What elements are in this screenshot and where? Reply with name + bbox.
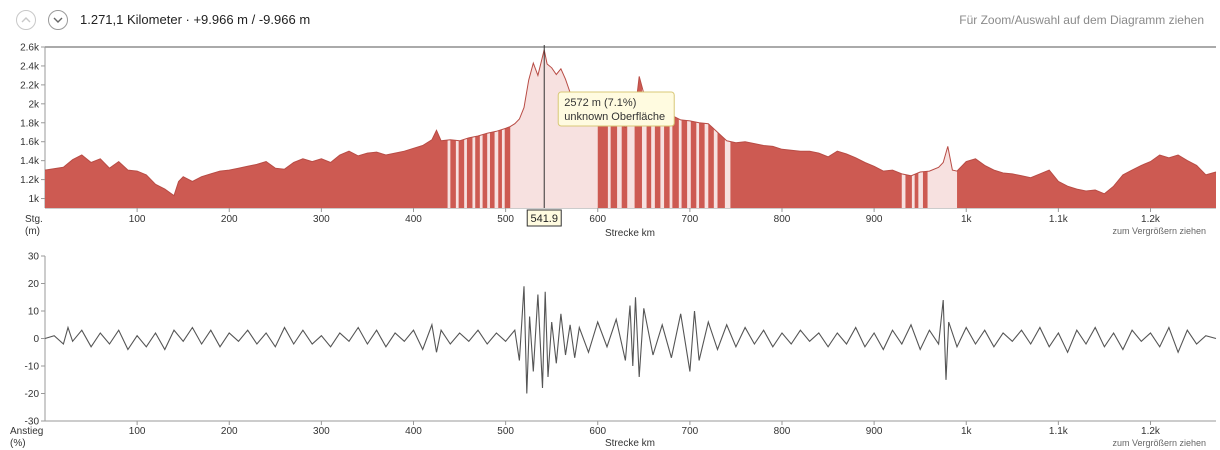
unpaved-segment	[696, 49, 700, 208]
chevron-down-icon	[53, 17, 63, 23]
unpaved-segment	[641, 49, 647, 208]
unpaved-segment	[918, 49, 923, 208]
unpaved-segment	[479, 49, 483, 208]
previous-button[interactable]	[16, 10, 36, 30]
elevation-zoom-hint: zum Vergrößern ziehen	[1112, 226, 1206, 236]
unpaved-segment	[669, 49, 673, 208]
tooltip-surface: unknown Oberfläche	[564, 111, 665, 123]
unpaved-segment	[713, 49, 718, 208]
unpaved-segment	[660, 49, 665, 208]
elevation-y-tick-label: 2.6k	[20, 43, 40, 54]
unpaved-segment	[607, 49, 611, 208]
gradient-x-tick-label: 200	[221, 426, 238, 437]
elevation-x-tick-label: 200	[221, 214, 238, 225]
elevation-x-title: Strecke km	[605, 228, 655, 239]
unpaved-segment	[901, 49, 906, 208]
next-button[interactable]	[48, 10, 68, 30]
tooltip-elevation: 2572 m (7.1%)	[564, 97, 636, 109]
elevation-x-tick-label: 400	[405, 214, 422, 225]
chart-header: 1.271,1 Kilometer · +9.966 m / -9.966 m …	[0, 0, 1220, 40]
gradient-x-tick-label: 100	[129, 426, 146, 437]
elevation-x-tick-label: 800	[774, 214, 791, 225]
unpaved-segment	[455, 49, 459, 208]
unpaved-segment	[487, 49, 490, 208]
cursor-x-text: 541.9	[530, 213, 558, 225]
elevation-y-tick-label: 1.6k	[20, 137, 40, 148]
gradient-y-tick-label: 10	[28, 307, 40, 318]
elevation-x-tick-label: 900	[866, 214, 883, 225]
elevation-y-unit: (m)	[25, 226, 40, 237]
elevation-x-tick-label: 700	[682, 214, 699, 225]
unpaved-segment	[651, 49, 655, 208]
gradient-x-tick-label: 1.2k	[1141, 426, 1161, 437]
elevation-y-tick-label: 1.2k	[20, 175, 40, 186]
zoom-selection-hint: Für Zoom/Auswahl auf dem Diagramm ziehen	[959, 13, 1204, 27]
elevation-y-tick-label: 2.4k	[20, 61, 40, 72]
elevation-x-tick-label: 1k	[961, 214, 973, 225]
unpaved-segment	[678, 49, 682, 208]
gradient-y-tick-label: -30	[25, 417, 40, 428]
gradient-line	[44, 286, 1217, 394]
unpaved-segment	[687, 49, 691, 208]
unpaved-segment	[447, 49, 451, 208]
elevation-x-tick-label: 500	[497, 214, 514, 225]
gradient-y-tick-label: 20	[28, 279, 40, 290]
gradient-y-tick-label: -10	[25, 362, 40, 373]
gradient-axes	[41, 255, 1216, 425]
gradient-y-unit: (%)	[10, 438, 26, 449]
gradient-x-tick-label: 300	[313, 426, 330, 437]
elevation-x-tick-label: 600	[589, 214, 606, 225]
gradient-y-tick-label: 0	[33, 334, 39, 345]
unpaved-segment	[911, 49, 915, 208]
gradient-x-title: Strecke km	[605, 438, 655, 449]
elevation-y-tick-label: 1.4k	[20, 156, 40, 167]
gradient-x-tick-label: 900	[866, 426, 883, 437]
gradient-x-tick-label: 1.1k	[1049, 426, 1069, 437]
elevation-y-tick-label: 1k	[28, 194, 40, 205]
gradient-zoom-hint: zum Vergrößern ziehen	[1112, 438, 1206, 448]
gradient-x-tick-label: 600	[589, 426, 606, 437]
elevation-tooltip: 2572 m (7.1%) unknown Oberfläche	[557, 91, 675, 127]
route-summary: 1.271,1 Kilometer · +9.966 m / -9.966 m	[80, 12, 311, 27]
unpaved-segment	[627, 49, 635, 208]
elevation-x-tick-label: 1.2k	[1141, 214, 1161, 225]
gradient-x-tick-label: 800	[774, 426, 791, 437]
elevation-tick-labels: 2.6k 2.4k 2.2k 2k 1.8k 1.6k 1.4k 1.2k 1k 100 200 30…	[20, 43, 1161, 226]
unpaved-segment	[472, 49, 476, 208]
elevation-y-tick-label: 2k	[28, 99, 40, 110]
unpaved-segment	[927, 49, 958, 208]
unpaved-segment	[724, 49, 731, 208]
elevation-y-tick-label: 2.2k	[20, 80, 40, 91]
elevation-x-tick-label: 100	[129, 214, 146, 225]
unpaved-segment	[501, 49, 505, 208]
gradient-y-tick-label: 30	[28, 252, 40, 263]
gradient-y-tick-label: -20	[25, 389, 40, 400]
chevron-up-icon	[21, 17, 31, 23]
unpaved-segment	[704, 49, 709, 208]
elevation-x-tick-label: 300	[313, 214, 330, 225]
elevation-chart[interactable]: Stg. (m) Strecke km zum Vergrößern ziehe…	[0, 40, 1220, 245]
unpaved-segment	[464, 49, 467, 208]
elevation-y-title: Stg.	[25, 214, 43, 225]
elevation-x-tick-label: 1.1k	[1049, 214, 1069, 225]
unpaved-segment	[617, 49, 622, 208]
gradient-x-tick-label: 500	[497, 426, 514, 437]
gradient-x-tick-label: 400	[405, 426, 422, 437]
gradient-x-tick-label: 700	[682, 426, 699, 437]
unpaved-segment	[494, 49, 499, 208]
elevation-y-tick-label: 1.8k	[20, 118, 40, 129]
gradient-x-tick-label: 1k	[961, 426, 973, 437]
cursor-x-label: 541.9	[526, 209, 562, 227]
gradient-y-title: Anstieg	[10, 426, 43, 437]
